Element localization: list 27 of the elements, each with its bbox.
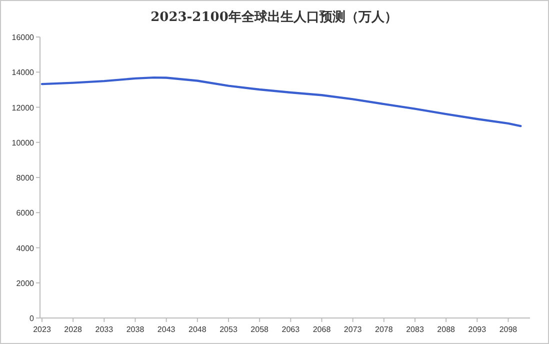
x-tick-label: 2028 <box>64 325 83 334</box>
x-tick-label: 2098 <box>499 325 518 334</box>
y-tick-label: 10000 <box>12 138 35 148</box>
x-tick-label: 2043 <box>157 325 176 334</box>
y-tick-label: 2000 <box>16 278 35 288</box>
x-tick-label: 2083 <box>406 325 424 334</box>
x-tick-label: 2058 <box>250 325 270 334</box>
x-tick-label: 2078 <box>375 325 394 334</box>
y-tick-label: 16000 <box>12 33 35 42</box>
y-tick-label: 12000 <box>12 103 35 112</box>
y-tick-label: 4000 <box>16 244 35 253</box>
y-tick-label: 8000 <box>16 174 35 182</box>
x-tick-label: 2053 <box>220 325 238 334</box>
x-tick-label: 2033 <box>95 325 114 334</box>
y-tick-label: 14000 <box>12 68 35 78</box>
x-tick-label: 2068 <box>312 325 332 334</box>
chart-title: 2023-2100年全球出生人口预测（万人） <box>150 9 398 25</box>
y-tick-label: 6000 <box>16 208 35 218</box>
x-tick-label: 2048 <box>188 325 207 334</box>
x-tick-label: 2063 <box>282 325 300 334</box>
x-tick-label: 2073 <box>344 325 362 334</box>
y-tick-label: 0 <box>30 314 35 323</box>
x-tick-label: 2088 <box>437 325 456 334</box>
x-tick-label: 2023 <box>33 325 52 334</box>
x-tick-label: 2038 <box>126 325 145 334</box>
line-series <box>40 76 522 128</box>
x-tick-label: 2093 <box>468 325 487 334</box>
